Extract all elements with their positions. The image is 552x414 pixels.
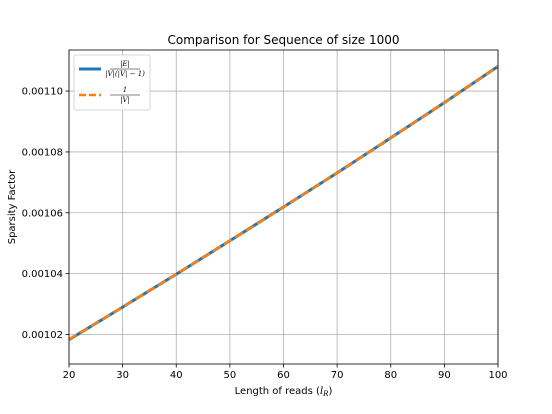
legend-denominator-1: |V| (120, 96, 130, 104)
x-tick-label: 30 (116, 370, 129, 381)
x-tick-label: 100 (488, 370, 507, 381)
y-axis-label: Sparsity Factor (7, 169, 18, 244)
x-tick-label: 40 (170, 370, 183, 381)
y-tick-label: 0.00106 (22, 208, 63, 219)
legend-numerator-1: 1 (123, 86, 127, 94)
y-tick-label: 0.00102 (22, 330, 63, 341)
legend-numerator-0: |E| (120, 60, 130, 68)
x-axis-label: Length of reads (lR) (235, 386, 333, 398)
legend: |E| |V|(|V| − 1) 1 |V| (73, 54, 151, 111)
x-tick-label: 20 (63, 370, 76, 381)
x-tick-label: 90 (438, 370, 451, 381)
x-tick-label: 70 (331, 370, 344, 381)
x-tick-label: 50 (224, 370, 237, 381)
y-tick-label: 0.00104 (22, 269, 63, 280)
legend-denominator-0: |V|(|V| − 1) (105, 70, 145, 78)
series-lines (68, 65, 499, 341)
x-tick-label: 80 (384, 370, 397, 381)
series-line-1 (68, 65, 499, 341)
chart-title: Comparison for Sequence of size 1000 (168, 33, 400, 47)
legend-box (73, 54, 151, 111)
axis-ticks: 20 30 40 50 60 70 80 90 100 0.00102 0.00104 0.00106… (22, 87, 508, 381)
x-tick-label: 60 (277, 370, 290, 381)
y-tick-label: 0.00110 (22, 87, 63, 98)
y-tick-label: 0.00108 (22, 147, 63, 158)
